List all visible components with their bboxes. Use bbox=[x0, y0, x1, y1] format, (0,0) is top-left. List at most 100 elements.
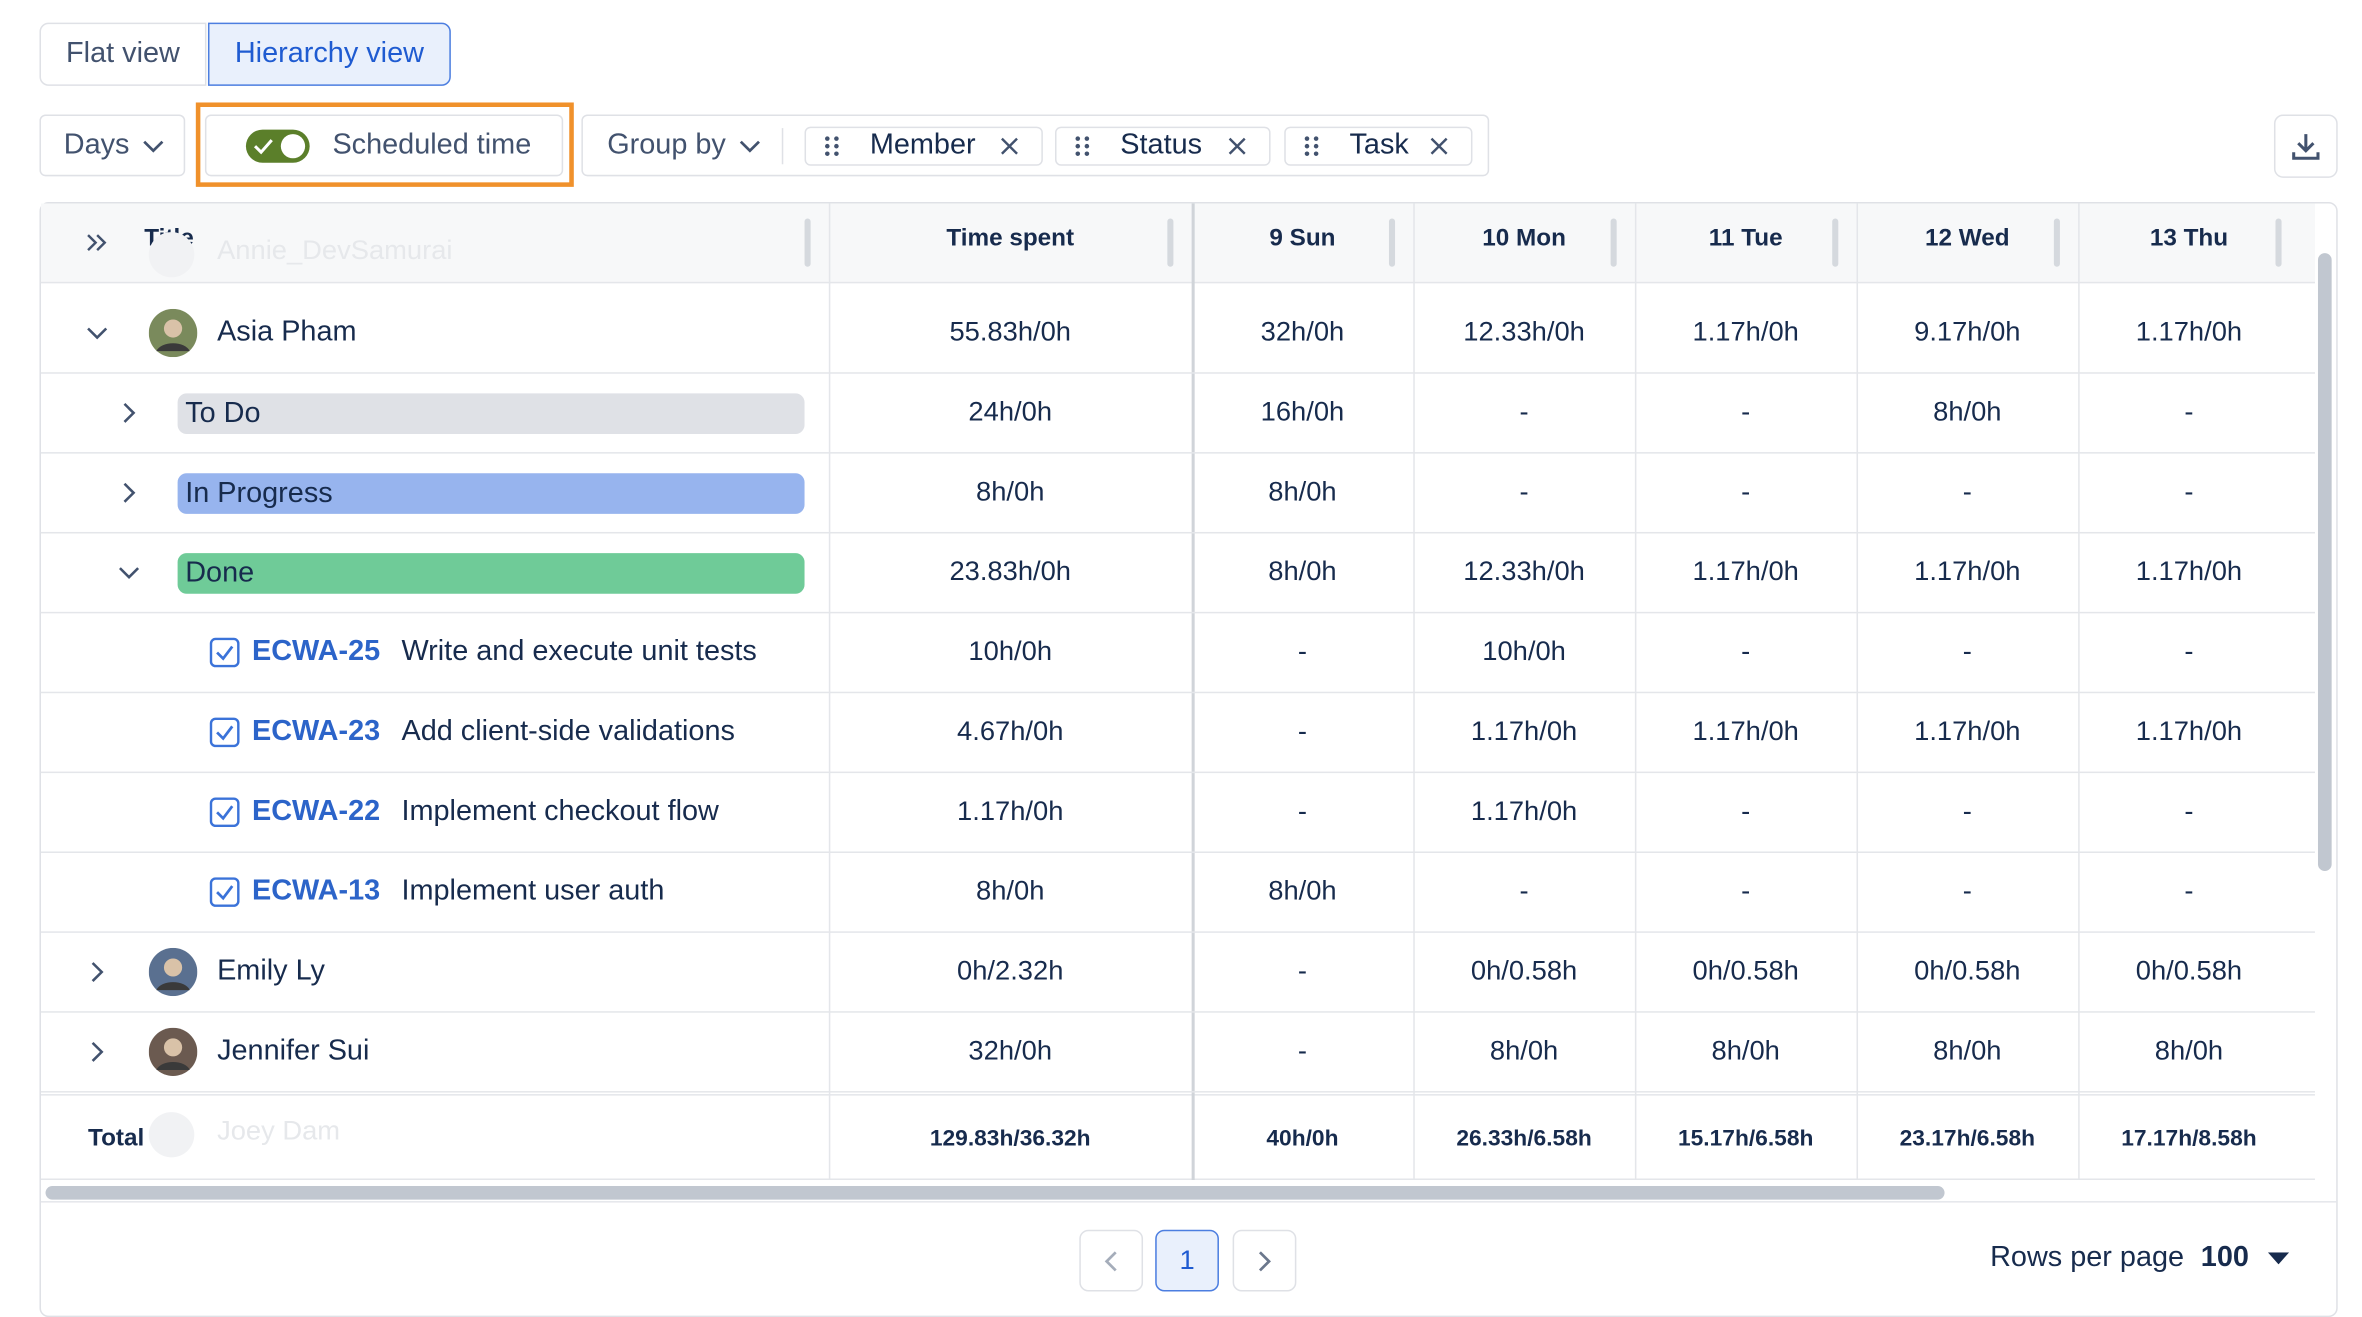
column-header: 9 Sun bbox=[1269, 226, 1336, 252]
value-cell: 0h/2.32h bbox=[957, 955, 1064, 986]
avatar-svg bbox=[148, 1027, 198, 1076]
value-cell: 0h/0.58h bbox=[1914, 955, 2021, 986]
value-cell: 12.33h/0h bbox=[1463, 556, 1585, 587]
page-button[interactable]: 1 bbox=[1155, 1229, 1219, 1292]
value-cell: 0h/0.58h bbox=[2135, 955, 2243, 986]
value-cell: - bbox=[1741, 875, 1751, 906]
value-cell: 1.17h/0h bbox=[2135, 556, 2243, 587]
chip-label: Task bbox=[1349, 129, 1409, 162]
toggle-label: Scheduled time bbox=[332, 128, 532, 161]
tab-active[interactable]: Hierarchy view bbox=[207, 22, 451, 86]
group-by-bar: Group by bbox=[581, 114, 1490, 177]
avatar bbox=[148, 1027, 198, 1076]
value-cell: 32h/0h bbox=[1260, 316, 1345, 347]
download-button[interactable] bbox=[2273, 114, 2338, 178]
column-header: 11 Tue bbox=[1708, 226, 1783, 252]
task-icon-svg bbox=[209, 877, 240, 907]
column-border bbox=[2078, 203, 2080, 1180]
value-cell: 1.17h/0h bbox=[2135, 316, 2243, 347]
value-cell: - bbox=[1962, 635, 1972, 667]
group-chip[interactable]: Status bbox=[1055, 126, 1271, 166]
next-page[interactable] bbox=[1232, 1229, 1297, 1292]
value-cell: 16h/0h bbox=[1260, 396, 1345, 427]
row-border bbox=[40, 1091, 2315, 1093]
remove-icon[interactable] bbox=[1428, 136, 1449, 157]
chevron-icon-svg bbox=[87, 327, 108, 340]
column-header: 13 Thu bbox=[2149, 226, 2229, 252]
dropdown-icon bbox=[2267, 1252, 2289, 1265]
rows-per-page-label: Rows per page bbox=[1990, 1241, 2185, 1274]
chevron-icon bbox=[1104, 1250, 1117, 1271]
column-resizer bbox=[1167, 218, 1174, 267]
chevron-icon bbox=[118, 482, 139, 503]
chevron-icon bbox=[1258, 1250, 1271, 1271]
row-border bbox=[40, 851, 2315, 853]
value-cell: 0h/0.58h bbox=[1470, 955, 1578, 986]
task-title: ECWA-13 Implement user auth bbox=[252, 876, 664, 909]
task-key[interactable]: ECWA-22 bbox=[251, 795, 381, 828]
column-border bbox=[1634, 203, 1637, 1180]
task-key[interactable]: ECWA-25 bbox=[251, 635, 381, 668]
task-title: ECWA-22 Implement checkout flow bbox=[252, 796, 719, 829]
task-name: Implement user auth bbox=[401, 875, 665, 908]
total-cell: 26.33h/6.58h bbox=[1456, 1125, 1592, 1152]
interval-select[interactable]: Days bbox=[39, 114, 186, 177]
member-name: Asia Pham bbox=[217, 316, 357, 349]
total-cell: 17.17h/8.58h bbox=[2121, 1125, 2257, 1152]
status-name: In Progress bbox=[185, 476, 333, 509]
remove-icon[interactable] bbox=[1227, 136, 1248, 157]
value-cell: - bbox=[1297, 955, 1307, 986]
value-cell: 8h/0h bbox=[976, 875, 1045, 906]
chevron-icon-svg bbox=[123, 482, 136, 503]
task-icon bbox=[209, 637, 240, 668]
footer-line bbox=[40, 1201, 2337, 1203]
task-title: ECWA-25 Write and execute unit tests bbox=[252, 636, 757, 669]
avatar bbox=[148, 308, 198, 358]
v-scrollbar[interactable] bbox=[2317, 253, 2332, 872]
task-key[interactable]: ECWA-23 bbox=[251, 715, 381, 748]
task-name: Write and execute unit tests bbox=[401, 635, 757, 668]
avatar-svg bbox=[148, 947, 198, 997]
expand-all-icon[interactable] bbox=[85, 231, 109, 255]
chip-label: Status bbox=[1120, 129, 1203, 162]
value-cell: 9.17h/0h bbox=[1914, 316, 2021, 347]
h-scrollbar[interactable] bbox=[45, 1186, 1945, 1200]
row-border bbox=[40, 1011, 2315, 1013]
value-cell: 1.17h/0h bbox=[2135, 715, 2243, 746]
chevron-icon bbox=[87, 961, 108, 982]
row-border bbox=[40, 771, 2315, 774]
chevron-icon bbox=[87, 1041, 108, 1062]
rows-per-page[interactable]: Rows per page 100 bbox=[1990, 1241, 2289, 1275]
chevron-icon-svg bbox=[91, 1041, 104, 1062]
value-cell: - bbox=[1519, 875, 1529, 906]
scheduled-toggle[interactable]: Scheduled time bbox=[204, 114, 564, 177]
total-cell: 40h/0h bbox=[1266, 1125, 1339, 1152]
column-resizer bbox=[1832, 218, 1839, 267]
group-chip[interactable]: Task bbox=[1284, 126, 1473, 166]
value-cell: 10h/0h bbox=[968, 635, 1053, 667]
value-cell: 8h/0h bbox=[1489, 1035, 1559, 1066]
value-cell: 8h/0h bbox=[976, 476, 1045, 507]
total-cell: 23.17h/6.58h bbox=[1899, 1125, 2036, 1152]
value-cell: - bbox=[1297, 715, 1307, 746]
total-cell: 15.17h/6.58h bbox=[1677, 1125, 1814, 1152]
row-border bbox=[40, 691, 2315, 694]
value-cell: 8h/0h bbox=[1268, 875, 1337, 906]
chevron-icon-svg bbox=[119, 567, 140, 579]
value-cell: 1.17h/0h bbox=[1470, 795, 1578, 826]
chevron-icon-svg bbox=[123, 402, 136, 423]
prev-page[interactable] bbox=[1079, 1229, 1144, 1292]
remove-icon[interactable] bbox=[999, 136, 1020, 157]
ghost-row: Joey Dam bbox=[217, 1115, 341, 1146]
value-cell: 0h/0.58h bbox=[1692, 955, 1799, 986]
value-cell: 24h/0h bbox=[968, 396, 1053, 427]
task-name: Add client-side validations bbox=[401, 715, 735, 748]
group-chip[interactable]: Member bbox=[804, 126, 1043, 166]
value-cell: 8h/0h bbox=[1933, 1035, 2002, 1066]
value-cell: - bbox=[1519, 476, 1529, 507]
value-cell: 1.17h/0h bbox=[1914, 556, 2021, 587]
value-cell: 1.17h/0h bbox=[1692, 556, 1799, 587]
tab[interactable]: Flat view bbox=[39, 22, 207, 86]
task-key[interactable]: ECWA-13 bbox=[251, 875, 381, 908]
value-cell: 32h/0h bbox=[968, 1035, 1053, 1066]
